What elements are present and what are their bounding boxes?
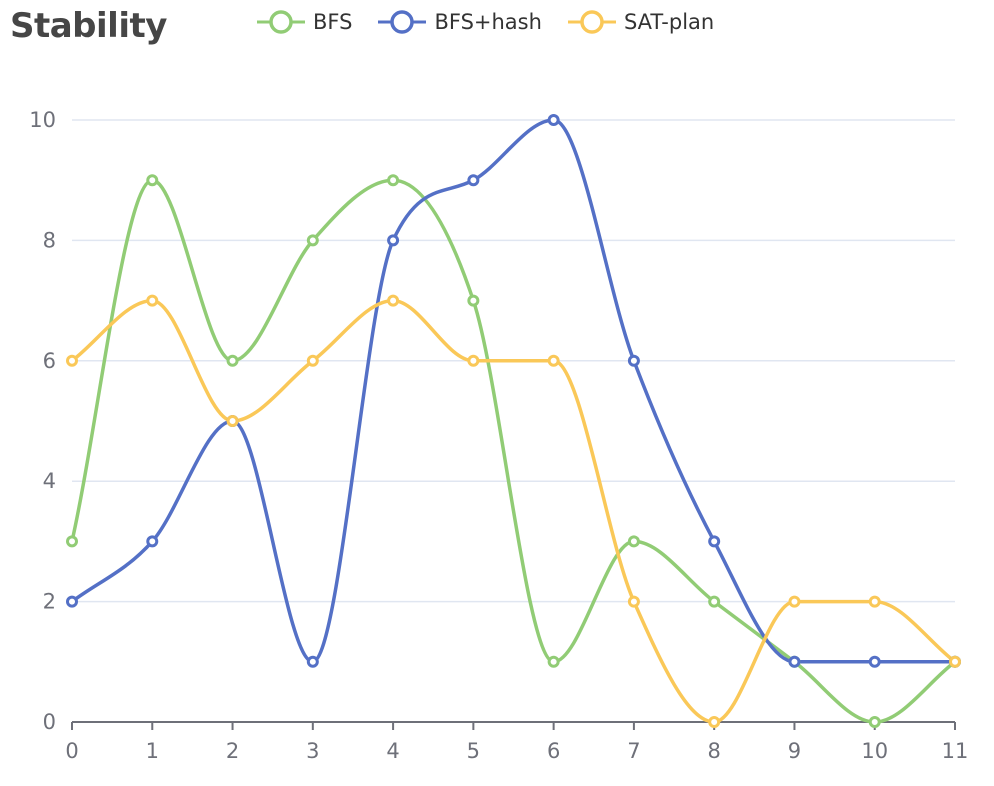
x-tick-label-3: 3 [306, 739, 319, 763]
data-point-bfs-hash-7 [627, 354, 640, 367]
data-point-bfs-3 [306, 234, 319, 247]
series-line-bfs-hash [70, 118, 955, 664]
data-point-sat-plan-11 [949, 655, 961, 668]
data-point-bfs-0 [66, 535, 78, 548]
x-tick-label-9: 9 [788, 739, 801, 763]
data-point-sat-plan-5 [467, 354, 480, 367]
x-tick-label-10: 10 [861, 739, 888, 763]
x-tick-label-5: 5 [467, 739, 480, 763]
legend-swatch-bfs [257, 10, 305, 34]
chart-title: Stability [10, 6, 167, 46]
x-tick-label-0: 0 [65, 739, 78, 763]
data-point-sat-plan-7 [627, 595, 640, 608]
legend-label-sat-plan: SAT-plan [623, 10, 715, 34]
data-point-bfs-hash-10 [868, 655, 881, 668]
legend-marker-sat-plan [580, 10, 604, 34]
legend-marker-bfs-hash [390, 10, 415, 34]
legend-label-bfs: BFS [313, 10, 353, 34]
legend-item-sat-plan[interactable]: SAT-plan [566, 8, 714, 36]
data-point-bfs-4 [387, 174, 400, 187]
series-lines [70, 118, 957, 724]
data-point-bfs-hash-0 [66, 595, 78, 608]
axes: 0 2 4 6 8 10 0 1 2 3 4 5 6 7 8 9 10 11 [29, 108, 968, 763]
y-tick-label-0: 0 [43, 710, 56, 734]
legend-label-bfs-hash: BFS+hash [434, 10, 542, 34]
data-point-sat-plan-3 [306, 354, 319, 367]
x-tick-label-4: 4 [386, 739, 399, 763]
y-tick-label-4: 4 [43, 469, 56, 493]
data-point-bfs-hash-4 [387, 234, 400, 247]
data-point-bfs-10 [868, 716, 881, 728]
legend-item-bfs-hash[interactable]: BFS+hash [376, 8, 542, 36]
data-point-bfs-1 [146, 174, 159, 187]
legend-swatch-bfs-hash [378, 10, 427, 34]
y-tick-label-10: 10 [29, 108, 56, 132]
legend-marker-bfs [269, 10, 293, 34]
data-point-sat-plan-2 [226, 415, 239, 427]
data-points [66, 114, 961, 728]
series-line-bfs [70, 178, 957, 724]
legend-swatch-sat-plan [567, 10, 616, 34]
data-point-bfs-hash-9 [788, 655, 801, 668]
data-point-sat-plan-9 [788, 595, 801, 608]
data-point-bfs-hash-5 [467, 174, 480, 187]
data-point-bfs-7 [627, 535, 640, 548]
legend-item-bfs[interactable]: BFS [255, 8, 352, 36]
data-point-bfs-hash-8 [708, 535, 721, 548]
data-point-bfs-8 [708, 595, 721, 608]
data-point-sat-plan-6 [547, 354, 560, 367]
y-tick-label-2: 2 [43, 590, 56, 614]
data-point-bfs-hash-1 [146, 535, 159, 548]
data-point-bfs-hash-3 [306, 655, 319, 668]
data-point-bfs-6 [547, 655, 560, 668]
x-tick-label-2: 2 [226, 739, 239, 763]
x-tick-label-7: 7 [627, 739, 640, 763]
x-tick-label-11: 11 [942, 739, 969, 763]
data-point-bfs-hash-6 [547, 114, 560, 126]
data-point-sat-plan-10 [868, 595, 881, 608]
data-point-sat-plan-0 [66, 354, 78, 367]
data-point-sat-plan-4 [387, 294, 400, 307]
y-tick-label-8: 8 [43, 228, 56, 252]
x-tick-label-1: 1 [146, 739, 159, 763]
x-tick-label-6: 6 [547, 739, 560, 763]
data-point-bfs-2 [226, 354, 239, 367]
data-point-sat-plan-8 [708, 716, 721, 728]
data-point-bfs-5 [467, 294, 480, 307]
y-tick-label-6: 6 [43, 349, 56, 373]
data-point-sat-plan-1 [146, 294, 159, 307]
x-tick-label-8: 8 [707, 739, 720, 763]
legend: BFS BFS+hash SAT-plan [255, 8, 738, 36]
